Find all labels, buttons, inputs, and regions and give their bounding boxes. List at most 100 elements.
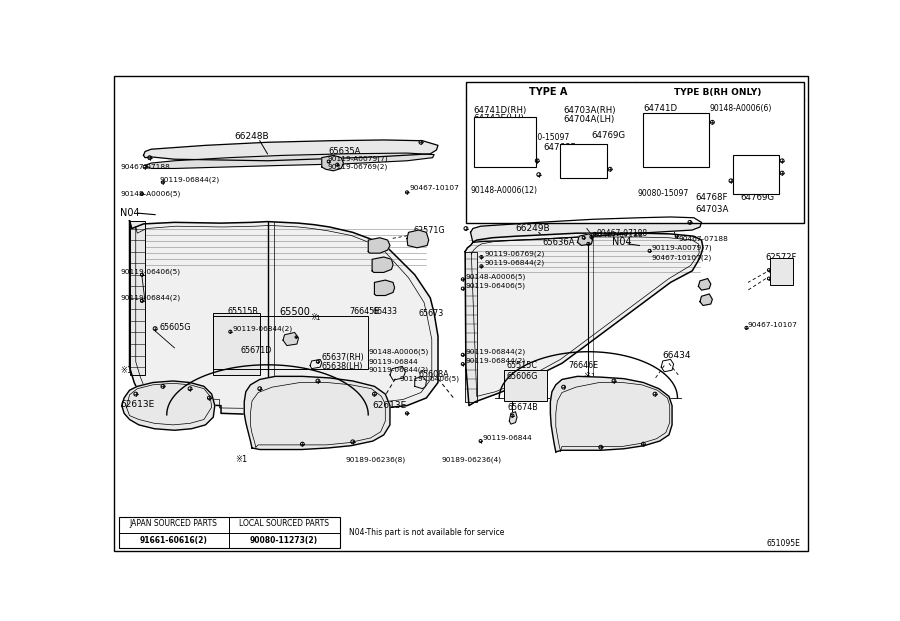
Text: 90119-06406(5): 90119-06406(5)	[465, 283, 526, 289]
Text: 90467-07188: 90467-07188	[597, 229, 648, 238]
Text: 91661-60616(2): 91661-60616(2)	[140, 536, 208, 545]
Text: N04: N04	[612, 237, 632, 247]
Text: 65515B: 65515B	[227, 307, 258, 316]
Text: 64769G: 64769G	[740, 193, 774, 202]
Text: 90148-A0006(12): 90148-A0006(12)	[471, 186, 537, 194]
Text: JAPAN SOURCED PARTS: JAPAN SOURCED PARTS	[130, 519, 218, 528]
Text: 90119-06769(2): 90119-06769(2)	[484, 251, 544, 257]
Polygon shape	[143, 140, 438, 161]
Text: 90119-06844: 90119-06844	[483, 435, 533, 441]
Polygon shape	[509, 412, 517, 424]
Text: 90148-A0006(5): 90148-A0006(5)	[368, 348, 428, 355]
Text: 651095E: 651095E	[766, 539, 800, 548]
Text: 62613E: 62613E	[372, 401, 407, 410]
Text: ※: ※	[310, 314, 317, 322]
Text: ※1: ※1	[121, 366, 132, 376]
Polygon shape	[244, 376, 390, 450]
Text: 66433: 66433	[372, 307, 397, 316]
Polygon shape	[372, 257, 393, 273]
Text: 76645E: 76645E	[349, 307, 379, 316]
Text: 90467-10107(2): 90467-10107(2)	[651, 255, 712, 261]
Text: 64769G: 64769G	[591, 131, 626, 140]
Text: 76646E: 76646E	[568, 361, 598, 370]
Text: N04-This part is not available for service: N04-This part is not available for servi…	[349, 528, 504, 537]
Text: 66434: 66434	[662, 351, 691, 360]
Text: 64768F: 64768F	[544, 143, 576, 152]
Polygon shape	[283, 332, 299, 345]
Text: 90119-06844(2): 90119-06844(2)	[465, 348, 526, 355]
Bar	[465, 252, 477, 402]
Text: 90119-06844(2): 90119-06844(2)	[232, 325, 292, 332]
Text: 64703A: 64703A	[696, 205, 729, 214]
Text: 90080-15097: 90080-15097	[518, 133, 570, 142]
Bar	[504, 370, 546, 401]
Text: 65671D: 65671D	[240, 346, 272, 355]
Text: 90467-10107: 90467-10107	[748, 322, 798, 328]
Text: 65635A: 65635A	[328, 147, 360, 156]
Text: 90119-06844(2): 90119-06844(2)	[121, 294, 181, 301]
Text: ※: ※	[584, 372, 590, 381]
Text: 90119-06769(2): 90119-06769(2)	[328, 164, 388, 170]
Text: 90189-06236(4): 90189-06236(4)	[442, 456, 502, 463]
Bar	[213, 316, 368, 369]
Text: 64704A(LH): 64704A(LH)	[563, 115, 615, 124]
Text: 90119-A0079(7): 90119-A0079(7)	[328, 156, 389, 163]
Text: 90467-07188: 90467-07188	[121, 164, 170, 170]
Text: 66248B: 66248B	[234, 132, 269, 140]
Polygon shape	[145, 153, 434, 168]
Text: 90080-11273(2): 90080-11273(2)	[249, 536, 318, 545]
Bar	[130, 221, 145, 375]
Text: 90148-A0006(5): 90148-A0006(5)	[121, 191, 181, 197]
Text: 62572F: 62572F	[766, 253, 797, 261]
Bar	[644, 113, 709, 167]
Polygon shape	[551, 376, 672, 452]
Text: ※1: ※1	[235, 455, 248, 464]
Text: 64741D(RH): 64741D(RH)	[473, 106, 526, 116]
Text: 90119-06844: 90119-06844	[368, 359, 418, 365]
Text: 65638(LH): 65638(LH)	[322, 362, 364, 371]
Text: 65636A: 65636A	[543, 238, 575, 247]
Text: 90119-A0079(7): 90119-A0079(7)	[651, 245, 712, 251]
Text: 90467-07188: 90467-07188	[593, 232, 643, 238]
Text: 90080-15097: 90080-15097	[638, 189, 689, 198]
Text: 90119-06844(2): 90119-06844(2)	[465, 358, 526, 364]
Text: 1: 1	[315, 315, 320, 321]
Polygon shape	[374, 280, 394, 296]
Text: 62613E: 62613E	[121, 399, 155, 409]
Text: 90119-06406(5): 90119-06406(5)	[400, 376, 459, 382]
Text: 65674B: 65674B	[508, 402, 538, 412]
Text: LOCAL SOURCED PARTS: LOCAL SOURCED PARTS	[238, 519, 328, 528]
Text: 65608A: 65608A	[418, 370, 449, 379]
Text: 65637(RH): 65637(RH)	[322, 353, 364, 363]
Bar	[770, 258, 793, 285]
Text: 90148-A0006(5): 90148-A0006(5)	[465, 273, 526, 279]
Polygon shape	[407, 230, 428, 248]
Polygon shape	[471, 217, 701, 242]
Text: 64768F: 64768F	[696, 193, 728, 202]
Text: 90119-06844(2): 90119-06844(2)	[484, 260, 544, 266]
Text: 1: 1	[590, 373, 594, 379]
Text: 90119-06844(2): 90119-06844(2)	[368, 367, 428, 373]
Text: 65600: 65600	[573, 386, 602, 395]
Bar	[466, 82, 804, 223]
Bar	[213, 313, 260, 375]
Bar	[473, 117, 536, 167]
Bar	[733, 155, 779, 194]
Polygon shape	[122, 381, 215, 430]
Text: 64703A(RH): 64703A(RH)	[563, 106, 616, 116]
Polygon shape	[368, 238, 390, 253]
Polygon shape	[322, 155, 344, 171]
Text: N04: N04	[121, 208, 140, 218]
Text: 90148-A0006(6): 90148-A0006(6)	[709, 104, 771, 113]
Text: 90189-06236(8): 90189-06236(8)	[345, 456, 405, 463]
Polygon shape	[698, 279, 711, 290]
Text: TYPE A: TYPE A	[529, 87, 567, 97]
Bar	[119, 517, 339, 548]
Text: 65606G: 65606G	[506, 372, 537, 381]
Text: 65500: 65500	[279, 307, 310, 317]
Text: 90467-07188: 90467-07188	[679, 235, 728, 242]
Text: 64742E(LH): 64742E(LH)	[473, 114, 525, 123]
Text: TYPE B(RH ONLY): TYPE B(RH ONLY)	[674, 88, 761, 97]
Text: 90119-06406(5): 90119-06406(5)	[121, 268, 180, 275]
Text: 90467-10107: 90467-10107	[410, 186, 459, 191]
